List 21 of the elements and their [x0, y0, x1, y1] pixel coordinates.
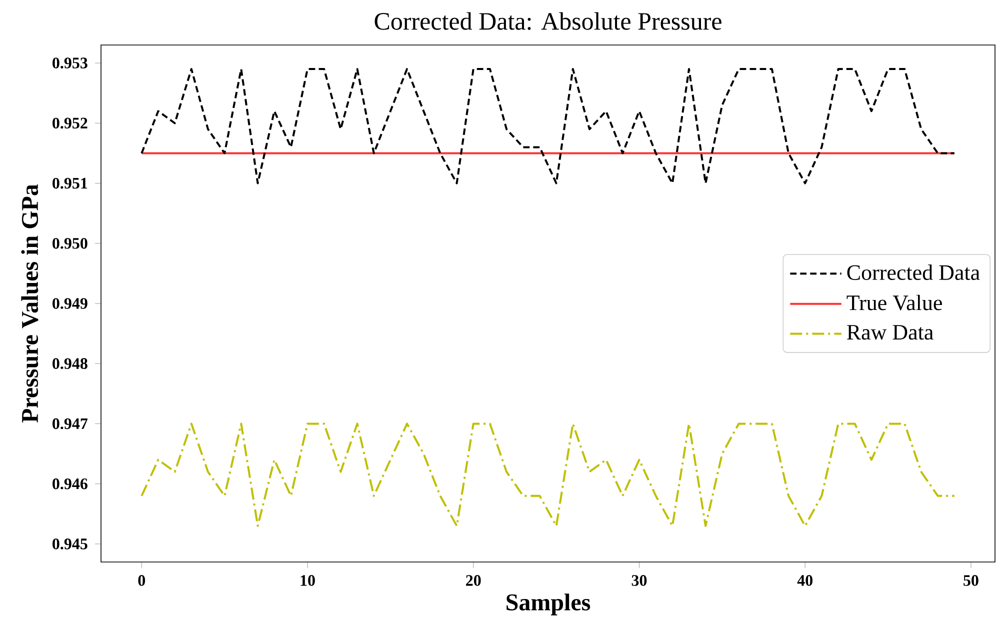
x-axis-title: Samples [506, 594, 590, 616]
x-tick-label: 20 [466, 575, 481, 586]
legend-label: Raw Data [846, 325, 934, 340]
y-tick-label: 0.946 [52, 478, 88, 490]
y-axis-title: Pressure Values in GPa [21, 184, 38, 423]
x-tick-label: 0 [138, 575, 146, 586]
y-tick-label: 0.949 [52, 298, 88, 309]
x-tick-label: 30 [632, 575, 647, 586]
x-tick-label: 40 [797, 575, 812, 586]
legend-label: True Value [846, 294, 942, 310]
x-tick-label: 50 [964, 575, 978, 586]
y-tick-label: 0.951 [52, 178, 88, 189]
y-tick-label: 0.947 [52, 418, 88, 430]
y-tick-label: 0.945 [52, 538, 88, 550]
legend-label: Corrected Data [847, 264, 980, 280]
chart-title: Corrected Data: Absolute Pressure [374, 12, 722, 30]
y-tick-label: 0.948 [52, 358, 88, 370]
y-tick-label: 0.950 [52, 238, 88, 249]
x-tick-label: 10 [300, 575, 315, 586]
y-tick-label: 0.952 [52, 118, 88, 129]
y-tick-label: 0.953 [52, 58, 88, 68]
